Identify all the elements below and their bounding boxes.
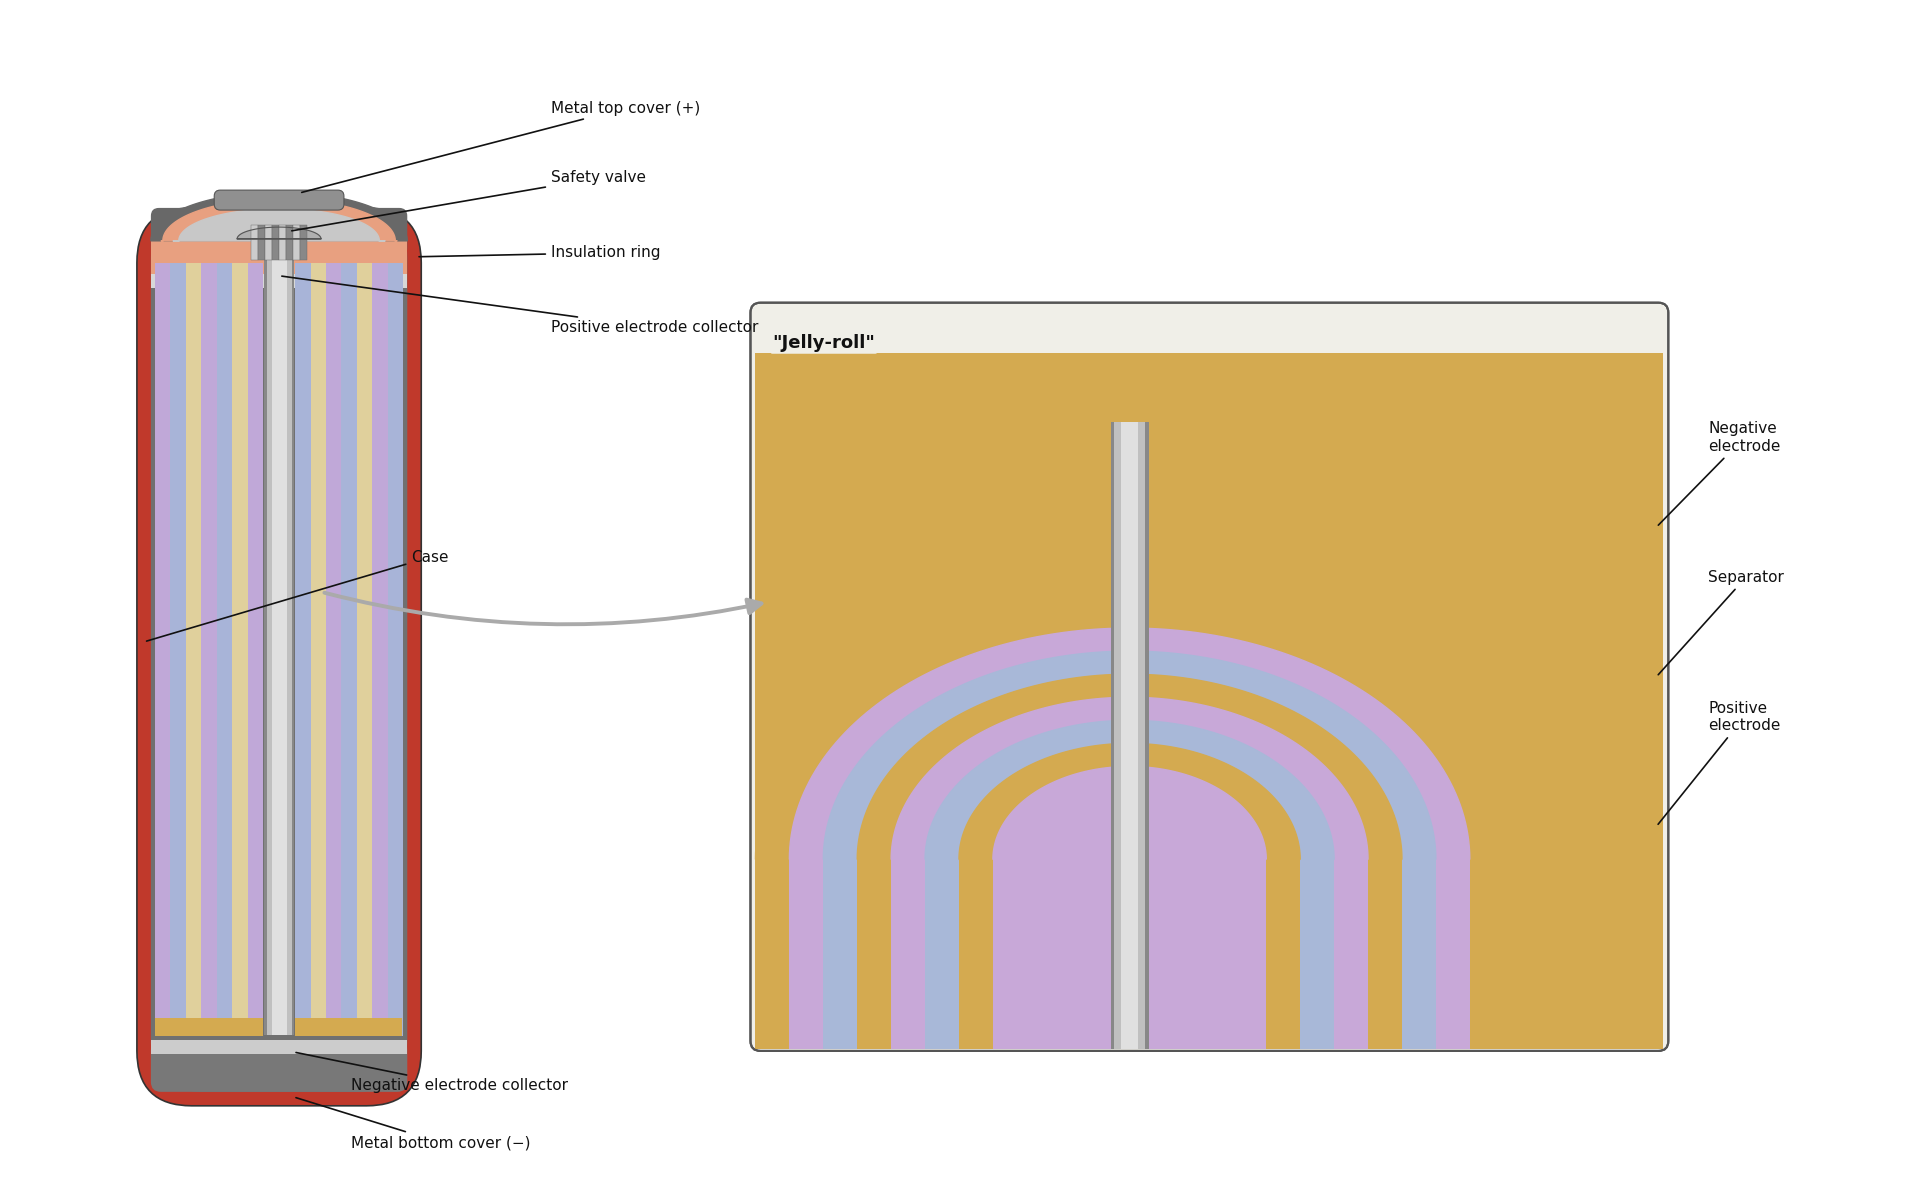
Bar [293,225,299,260]
Bar [356,262,371,1036]
Bar [272,225,278,260]
Bar [1120,422,1137,1049]
Bar [924,859,1334,1049]
FancyBboxPatch shape [137,207,421,1106]
Bar [265,260,293,1035]
Bar [291,260,293,1035]
Polygon shape [150,192,408,241]
Bar [154,262,170,1036]
Bar [202,262,217,1036]
Bar [150,1039,408,1054]
Bar [217,262,232,1036]
Bar [958,859,1299,1049]
Bar [232,262,248,1036]
FancyBboxPatch shape [150,207,408,1092]
Polygon shape [924,720,1334,859]
FancyBboxPatch shape [213,190,343,210]
Polygon shape [823,651,1434,859]
Polygon shape [789,628,1469,859]
Bar [823,859,1434,1049]
Bar [286,225,293,260]
Bar [150,274,408,287]
Bar [754,859,1503,1049]
Bar [789,859,1469,1049]
Bar [299,225,307,260]
FancyBboxPatch shape [150,207,408,256]
Text: Case: Case [147,550,448,641]
Text: Separator: Separator [1657,570,1783,675]
Text: Metal bottom cover (−): Metal bottom cover (−) [295,1098,531,1150]
Bar [251,225,257,260]
Text: Metal top cover (+): Metal top cover (+) [301,100,699,192]
Polygon shape [173,209,385,241]
Text: Negative electrode collector: Negative electrode collector [295,1053,568,1093]
Bar [371,262,387,1036]
Polygon shape [892,697,1368,859]
Bar [295,262,311,1036]
Text: "Jelly-roll": "Jelly-roll" [772,334,874,352]
Bar [1145,422,1149,1049]
Bar [185,262,202,1036]
FancyBboxPatch shape [150,1039,408,1092]
Bar [278,225,286,260]
Polygon shape [160,199,396,241]
Polygon shape [958,744,1299,859]
Bar [311,262,326,1036]
Bar [857,859,1402,1049]
Bar [754,353,1663,1049]
Text: Insulation ring: Insulation ring [419,246,661,260]
Polygon shape [754,606,1503,859]
FancyBboxPatch shape [751,303,1667,1051]
Bar [295,1018,402,1036]
Polygon shape [236,228,320,238]
Bar [257,225,265,260]
Bar [341,262,356,1036]
Bar [265,260,267,1035]
Bar [892,859,1368,1049]
Bar [993,859,1265,1049]
Bar [150,236,408,278]
Bar [271,260,286,1035]
Polygon shape [993,766,1265,859]
Text: Positive electrode collector: Positive electrode collector [282,277,758,335]
Bar [265,225,272,260]
Bar [248,262,263,1036]
Text: Negative
electrode: Negative electrode [1657,421,1779,526]
Text: Positive
electrode: Positive electrode [1657,701,1779,825]
Bar [1111,422,1149,1049]
Bar [170,262,185,1036]
Bar [387,262,404,1036]
Text: Safety valve: Safety valve [291,170,646,231]
Bar [1111,422,1114,1049]
Bar [154,1018,263,1036]
Polygon shape [857,675,1402,859]
Bar [326,262,341,1036]
